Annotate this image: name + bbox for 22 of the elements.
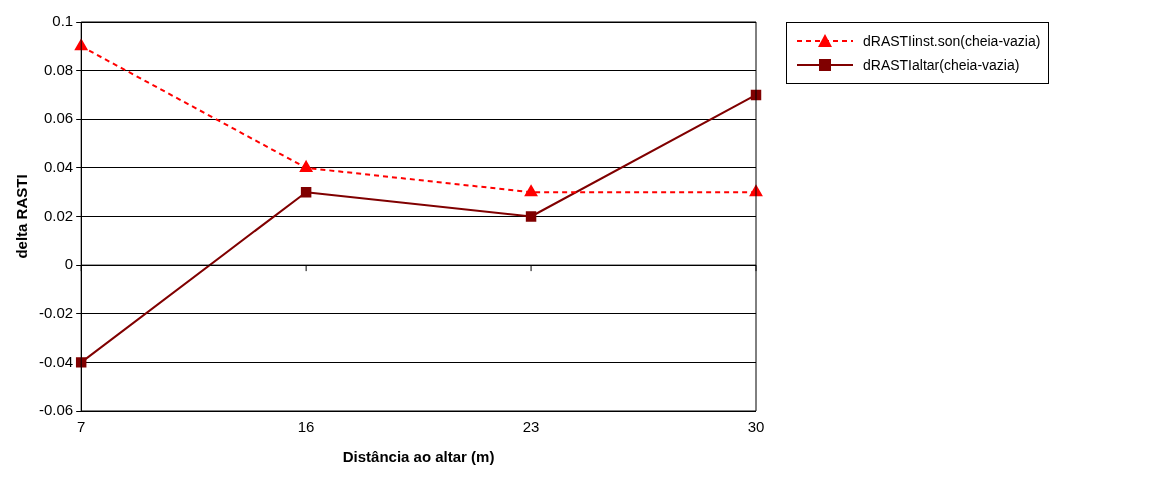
point <box>524 185 538 197</box>
point <box>75 357 87 368</box>
point <box>300 186 312 198</box>
x-axis-title: Distância ao altar (m) <box>342 448 495 466</box>
y-tick-label: 0.1 <box>52 12 74 30</box>
y-tick-label: 0.06 <box>43 109 74 127</box>
point <box>525 211 537 222</box>
y-axis-title: delta RASTI <box>13 174 31 259</box>
y-tick-label: 0 <box>64 255 74 273</box>
y-tick-label: 0.02 <box>43 206 74 224</box>
x-tick-label: 23 <box>522 418 540 436</box>
x-tick-label: 7 <box>77 418 86 436</box>
legend-label: dRASTIaltar(cheia-vazia) <box>863 57 1020 73</box>
y-tick-label: 0.04 <box>43 158 74 176</box>
y-tick-label: -0.02 <box>38 303 74 321</box>
legend-label: dRASTIinst.son(cheia-vazia) <box>863 33 1041 49</box>
point <box>299 160 313 172</box>
y-tick-label: -0.04 <box>38 352 74 370</box>
y-tick-label: 0.08 <box>43 60 74 78</box>
x-tick-label: 30 <box>747 418 765 436</box>
y-tick-label: -0.06 <box>38 401 74 419</box>
x-tick-label: 16 <box>297 418 315 436</box>
